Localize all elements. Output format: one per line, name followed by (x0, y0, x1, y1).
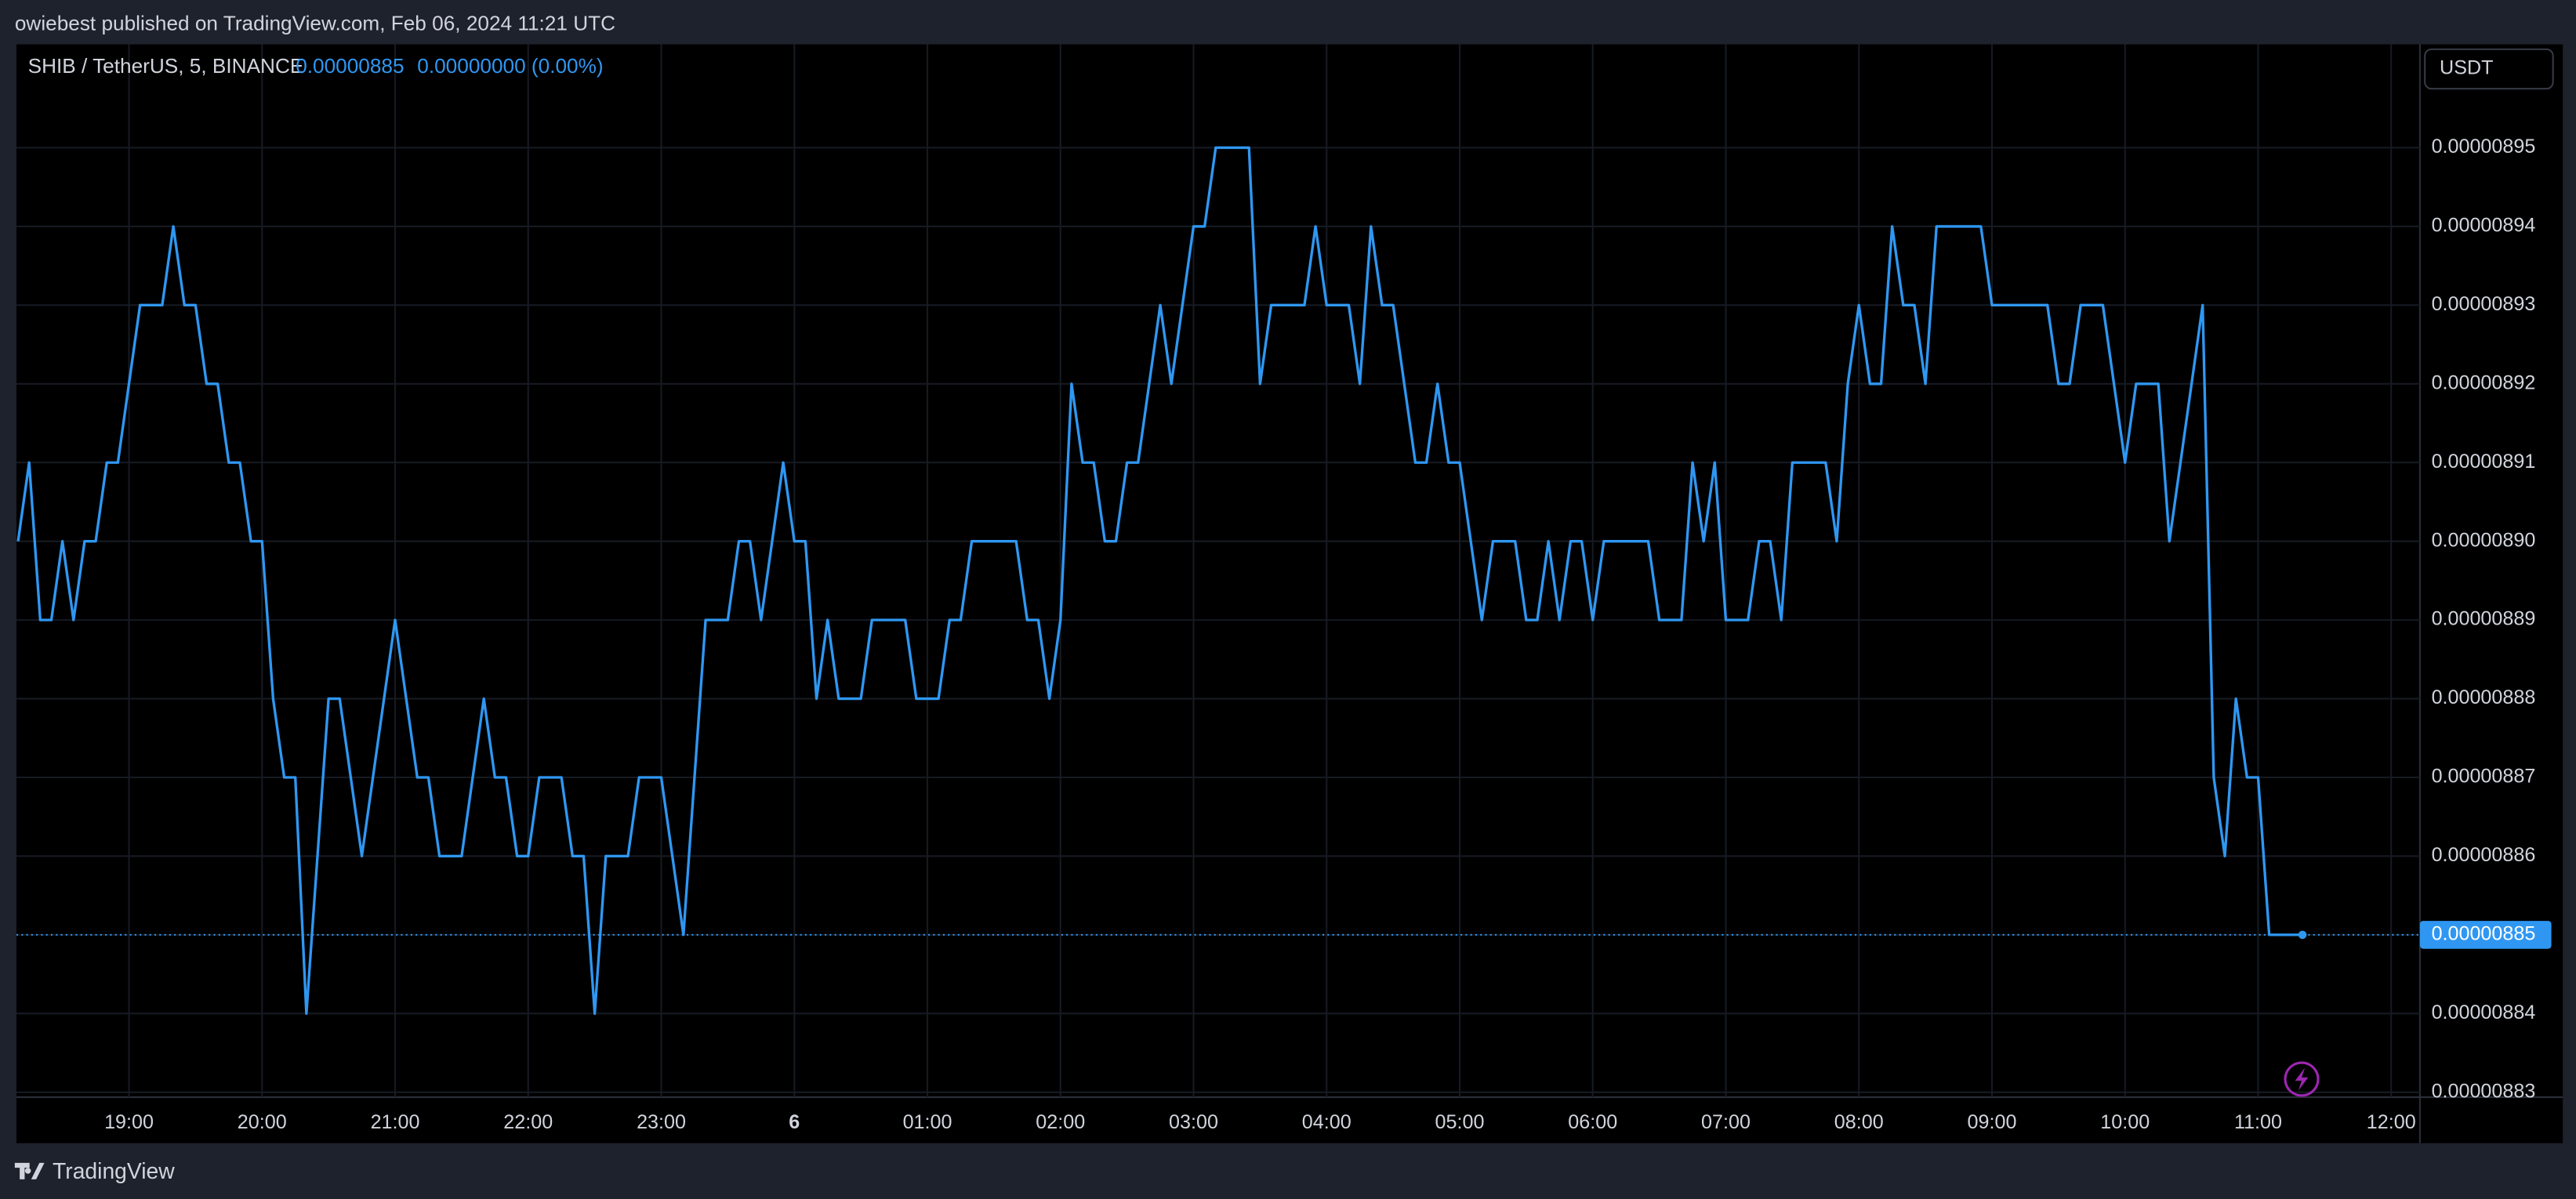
currency-box[interactable] (2424, 48, 2554, 90)
y-tick-label: 0.00000886 (2432, 844, 2536, 866)
x-tick-label: 09:00 (1968, 1111, 2017, 1133)
last-price: 0.00000885 (296, 54, 404, 78)
y-tick-label: 0.00000890 (2432, 529, 2536, 551)
last-price-badge (2419, 921, 2552, 949)
x-tick-label: 03:00 (1169, 1111, 1218, 1133)
x-tick-label: 05:00 (1435, 1111, 1485, 1133)
x-tick-label: 12:00 (2367, 1111, 2416, 1133)
y-tick-label: 0.00000889 (2432, 608, 2536, 630)
x-tick-label: 06:00 (1568, 1111, 1617, 1133)
x-tick-label: 07:00 (1701, 1111, 1751, 1133)
price-change: 0.00000000 (0.00%) (417, 54, 603, 78)
x-tick-label: 04:00 (1302, 1111, 1351, 1133)
lightning-icon[interactable] (2284, 1061, 2320, 1097)
x-tick-label: 02:00 (1036, 1111, 1085, 1133)
tradingview-logo (14, 1162, 45, 1179)
x-tick-label: 11:00 (2234, 1111, 2282, 1133)
y-tick-label: 0.00000888 (2432, 686, 2536, 708)
footer-brand: TradingView (53, 1158, 175, 1183)
x-tick-label: 22:00 (503, 1111, 553, 1133)
x-tick-label: 20:00 (238, 1111, 287, 1133)
currency-label[interactable]: USDT (2440, 57, 2493, 79)
chart-panel (16, 44, 2563, 1143)
grid: 0.00000883 0.00000884 0.00000885 0.00000886… (16, 44, 2536, 1133)
symbol-title: SHIB / TetherUS, 5, BINANCE (28, 54, 304, 78)
x-tick-label: 23:00 (637, 1111, 686, 1133)
x-tick-label: 21:00 (371, 1111, 420, 1133)
y-tick-label: 0.00000892 (2432, 371, 2536, 393)
x-tick-label: 6 (789, 1111, 800, 1133)
y-tick-label: 0.00000893 (2432, 293, 2536, 315)
x-tick-label: 19:00 (104, 1111, 154, 1133)
y-tick-label: 0.00000883 (2432, 1080, 2536, 1102)
y-tick-label: 0.00000894 (2432, 215, 2536, 237)
publisher-line: owiebest published on TradingView.com, F… (15, 11, 615, 34)
lightning-bolt (2295, 1067, 2309, 1091)
x-tick-label: 08:00 (1834, 1111, 1884, 1133)
y-tick-label: 0.00000887 (2432, 766, 2536, 788)
plot: 0.00000885 (16, 146, 2552, 1016)
y-tick-label: 0.00000884 (2432, 1002, 2536, 1023)
last-price-label: 0.00000885 (2432, 923, 2536, 945)
x-tick-label: 10:00 (2100, 1111, 2150, 1133)
y-tick-label: 0.00000895 (2432, 136, 2536, 158)
last-point (2298, 930, 2307, 940)
price-line (16, 146, 2303, 1016)
x-tick-label: 01:00 (903, 1111, 952, 1133)
y-tick-label: 0.00000891 (2432, 451, 2536, 473)
